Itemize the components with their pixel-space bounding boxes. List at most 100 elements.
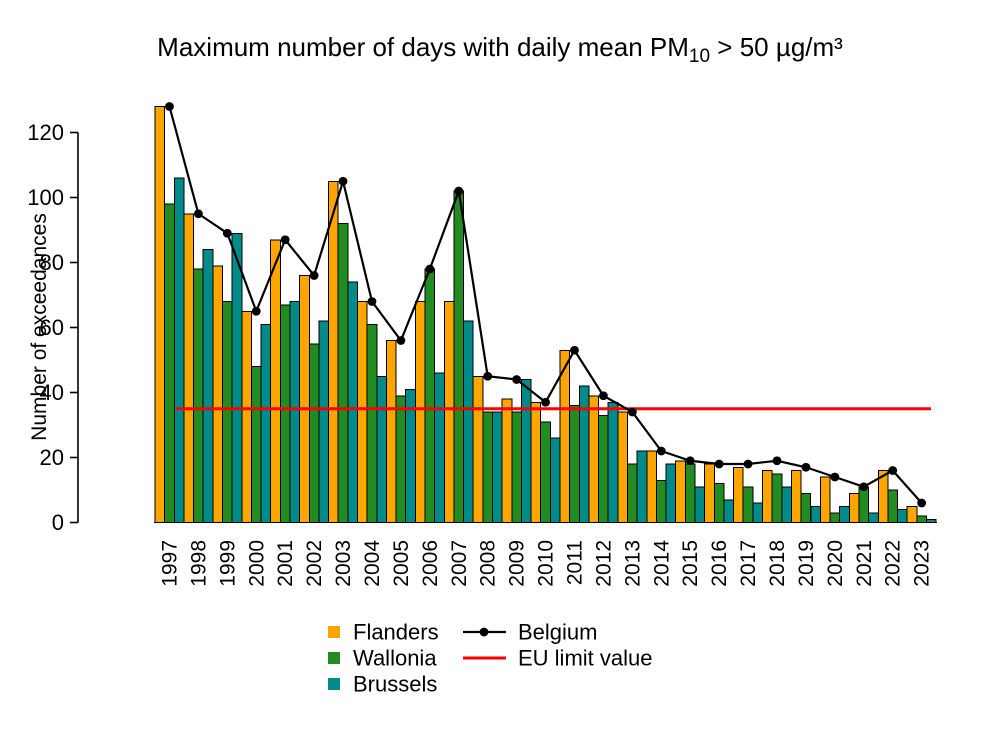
bar-wallonia-2004 <box>366 323 378 523</box>
bar-wallonia-2003 <box>337 223 349 523</box>
bar-wallonia-2005 <box>395 395 407 523</box>
bar-wallonia-1999 <box>222 301 233 523</box>
x-axis-label-2023: 2023 <box>911 540 934 587</box>
bar-wallonia-1997 <box>164 203 175 523</box>
bar-wallonia-2002 <box>308 343 320 523</box>
bar-wallonia-2011 <box>569 405 580 523</box>
bar-brussels-2016 <box>723 499 735 523</box>
belgium-point-2015 <box>685 456 695 466</box>
bar-flanders-2017 <box>733 466 744 523</box>
x-axis-label-2020: 2020 <box>824 540 847 587</box>
x-axis-label-2000: 2000 <box>245 540 268 587</box>
x-axis-label-2013: 2013 <box>621 540 644 587</box>
belgium-point-2007 <box>454 186 464 196</box>
legend-swatch-flanders <box>328 626 340 638</box>
bar-flanders-2003 <box>328 180 339 523</box>
bar-flanders-2010 <box>530 401 542 523</box>
bar-brussels-2010 <box>549 437 561 523</box>
x-axis-label-2007: 2007 <box>448 540 471 587</box>
bar-brussels-2004 <box>376 375 387 523</box>
belgium-point-2006 <box>425 264 435 274</box>
bar-flanders-2021 <box>848 492 860 523</box>
y-axis-tick-label: 0 <box>52 510 64 535</box>
x-axis-label-2019: 2019 <box>795 540 818 587</box>
legend: Flanders Wallonia Brussels Belgium EU li… <box>328 620 652 697</box>
legend-swatch-wallonia <box>328 652 340 664</box>
bar-flanders-2018 <box>762 470 773 523</box>
bar-wallonia-2007 <box>453 190 465 523</box>
x-axis-label-2022: 2022 <box>882 540 905 587</box>
bar-flanders-2013 <box>617 411 629 523</box>
bar-brussels-2018 <box>781 486 792 523</box>
bar-brussels-2015 <box>694 486 706 523</box>
belgium-point-2001 <box>280 235 290 245</box>
y-axis-tick-label: 120 <box>27 120 64 145</box>
bar-wallonia-2019 <box>800 492 812 523</box>
bar-brussels-2006 <box>434 372 445 523</box>
x-axis-label-2004: 2004 <box>361 540 384 587</box>
belgium-point-2014 <box>656 446 666 456</box>
legend-label-wallonia: Wallonia <box>353 646 437 671</box>
belgium-point-2002 <box>309 271 319 280</box>
belgium-point-2021 <box>859 482 869 492</box>
bar-flanders-2005 <box>385 340 397 523</box>
bar-wallonia-2014 <box>655 479 667 523</box>
bar-wallonia-2006 <box>424 268 436 523</box>
belgium-point-2023 <box>917 498 927 508</box>
legend-belgium-dot <box>479 627 489 637</box>
legend-label-brussels: Brussels <box>353 672 437 697</box>
bar-brussels-2022 <box>897 509 908 523</box>
belgium-point-2017 <box>743 459 753 469</box>
bar-wallonia-2008 <box>482 411 494 523</box>
x-axis-label-2008: 2008 <box>477 540 500 587</box>
bar-flanders-2012 <box>588 395 600 523</box>
y-axis-tick-label: 80 <box>40 250 64 275</box>
bar-brussels-2003 <box>347 281 359 523</box>
x-axis-label-2010: 2010 <box>535 540 558 587</box>
belgium-point-2016 <box>714 459 724 469</box>
x-axis-labels: 1997 1998 1999 2000 2001 2002 2003 2004 2005 2006… <box>158 540 933 587</box>
bar-flanders-2001 <box>270 239 281 523</box>
bars-layer <box>154 106 938 523</box>
belgium-point-1998 <box>193 209 203 219</box>
belgium-point-2022 <box>888 466 898 475</box>
bar-brussels-2008 <box>492 411 503 523</box>
belgium-point-2011 <box>570 345 579 355</box>
x-axis-label-2021: 2021 <box>853 540 876 587</box>
bar-wallonia-2023 <box>916 515 927 523</box>
bar-wallonia-2009 <box>511 411 522 523</box>
legend-label-eu-limit: EU limit value <box>518 646 652 671</box>
bar-flanders-1998 <box>183 213 195 523</box>
bar-flanders-2009 <box>501 398 513 523</box>
bar-wallonia-2010 <box>540 421 551 523</box>
belgium-point-2012 <box>599 391 608 401</box>
bar-brussels-2000 <box>260 323 272 523</box>
bar-brussels-2019 <box>810 505 821 523</box>
bar-flanders-2020 <box>819 476 831 523</box>
bar-brussels-1997 <box>173 177 185 523</box>
belgium-line-layer <box>165 102 927 508</box>
bar-wallonia-2018 <box>771 473 783 523</box>
belgium-point-2000 <box>251 306 261 316</box>
bar-wallonia-2001 <box>279 304 291 523</box>
belgium-point-2020 <box>830 472 840 482</box>
x-axis-label-2003: 2003 <box>332 540 355 587</box>
x-axis-label-2002: 2002 <box>303 540 326 587</box>
bar-wallonia-2000 <box>250 366 262 523</box>
belgium-point-2008 <box>483 371 493 381</box>
x-axis-label-2001: 2001 <box>274 540 297 587</box>
y-axis-tick-label: 20 <box>40 445 64 470</box>
bar-brussels-2007 <box>463 320 474 523</box>
x-axis-label-1998: 1998 <box>187 540 210 587</box>
y-axis-tick-label: 100 <box>27 185 64 210</box>
bar-flanders-2014 <box>646 450 657 523</box>
x-axis-label-1997: 1997 <box>158 540 181 587</box>
bar-flanders-2023 <box>906 505 918 523</box>
x-axis-label-2009: 2009 <box>506 540 529 587</box>
bar-brussels-2014 <box>665 463 677 523</box>
x-axis-label-2016: 2016 <box>708 540 731 587</box>
bar-wallonia-2013 <box>627 463 638 523</box>
y-axis-title: Number of exceedances <box>28 213 51 441</box>
bar-wallonia-2015 <box>684 463 696 523</box>
